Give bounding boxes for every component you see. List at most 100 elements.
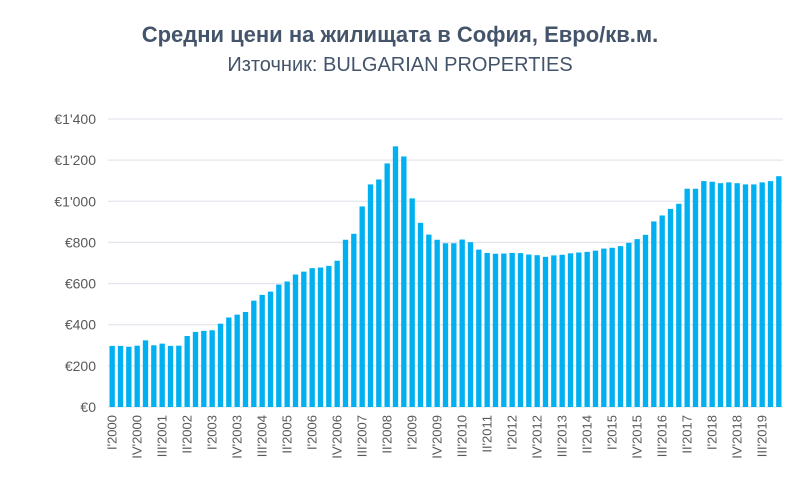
bar-I'2012 (509, 252, 515, 407)
bar-IV'2004 (267, 291, 274, 407)
y-tick-label: €600 (65, 276, 96, 292)
bar-III'2003 (226, 317, 232, 407)
bar-I'2003 (209, 330, 215, 407)
bar-I'2010 (442, 243, 449, 407)
bar-I'2005 (276, 284, 282, 407)
bar-IV'2005 (301, 271, 307, 407)
bar-I'2015 (609, 247, 615, 407)
bar-II'2008 (384, 163, 390, 407)
x-tick-label: III'2007 (355, 415, 370, 457)
bar-I'2001 (142, 340, 149, 407)
x-tick-label: I'2012 (505, 415, 520, 450)
bar-IV'2017 (701, 181, 707, 407)
bar-III'2014 (592, 250, 599, 407)
x-tick-label: III'2004 (255, 415, 270, 457)
bar-IV'2001 (167, 345, 174, 407)
x-tick-label: II'2002 (180, 415, 195, 454)
y-tick-label: €800 (65, 234, 96, 250)
bar-IV'2013 (567, 253, 574, 407)
bar-IV'2019 (767, 181, 774, 407)
bar-III'2010 (459, 239, 465, 407)
bar-IV'2007 (367, 184, 374, 407)
x-axis: I'2000 IV'2000 III'2001 II'2002 I'2003 IV'200… (105, 415, 770, 459)
bar-II'2013 (551, 255, 557, 407)
bar-IV'2011 (501, 253, 507, 407)
bar-IV'2010 (467, 242, 474, 407)
chart-subtitle: Източник: BULGARIAN PROPERTIES (227, 54, 573, 76)
bar-I'2006 (309, 268, 315, 407)
x-tick-label: II'2008 (380, 415, 395, 454)
bar-IV'2000 (134, 345, 140, 407)
bar-II'2016 (651, 221, 657, 407)
x-tick-label: III'2013 (555, 415, 570, 457)
bar-II'2017 (684, 188, 690, 407)
bar-III'2007 (359, 206, 365, 407)
bar-II'2011 (484, 252, 490, 407)
bar-III'2015 (626, 242, 632, 407)
bar-I'2014 (576, 252, 582, 407)
bar-III'2009 (426, 234, 432, 407)
bar-II'2019 (751, 184, 757, 407)
bar-III'2017 (692, 188, 699, 407)
x-tick-label: II'2017 (680, 415, 695, 454)
bar-I'2007 (342, 239, 349, 407)
bar-I'2018 (709, 181, 715, 407)
bar-I'2013 (542, 256, 549, 407)
bar-II'2010 (451, 243, 457, 407)
bar-III'2004 (259, 294, 265, 407)
bar-IV'2014 (601, 248, 607, 407)
x-tick-label: IV'2015 (630, 415, 645, 459)
bar-III'2008 (392, 146, 399, 408)
x-tick-label: IV'2000 (130, 415, 145, 459)
y-tick-label: €200 (65, 358, 96, 374)
y-tick-label: €1'400 (54, 111, 96, 127)
bar-III'2012 (526, 254, 532, 407)
y-axis: €0 €200 €400 €600 €800 €1'000 €1'200 €1'400 (54, 111, 96, 415)
bar-III'2019 (759, 182, 765, 407)
x-tick-label: IV'2012 (530, 415, 545, 459)
bar-II'2005 (284, 281, 290, 407)
x-tick-label: III'2019 (755, 415, 770, 457)
bar-III'2005 (292, 274, 299, 407)
bar-III'2001 (159, 343, 165, 407)
x-tick-label: III'2016 (655, 415, 670, 457)
bar-III'2013 (559, 254, 565, 407)
x-tick-label: I'2003 (205, 415, 220, 450)
bar-IV'2006 (334, 260, 340, 407)
bar-I'2002 (176, 345, 182, 407)
bar-II'2015 (617, 246, 624, 407)
bar-II'2003 (217, 323, 224, 407)
bar-II'2004 (251, 300, 257, 407)
bar-III'2011 (492, 253, 499, 407)
bar-I'2011 (476, 249, 482, 407)
x-tick-label: I'2009 (405, 415, 420, 450)
y-tick-label: €0 (80, 399, 96, 415)
bars (109, 146, 782, 408)
bar-IV'2008 (401, 156, 407, 407)
y-tick-label: €1'200 (54, 152, 96, 168)
bar-IV'2002 (201, 330, 207, 407)
bar-III'2000 (126, 346, 132, 407)
chart-title: Средни цени на жилищата в София, Евро/кв… (141, 22, 659, 47)
y-tick-label: €1'000 (54, 193, 96, 209)
bar-I'2016 (642, 234, 649, 407)
bar-I'2008 (376, 179, 382, 407)
x-tick-label: II'2014 (580, 415, 595, 454)
x-tick-label: I'2018 (705, 415, 720, 450)
x-tick-label: IV'2018 (730, 415, 745, 459)
bar-IV'2015 (634, 239, 640, 407)
bar-II'2001 (151, 345, 157, 407)
bar-III'2018 (726, 182, 732, 407)
bar-II'2009 (417, 222, 424, 407)
bar-IV'2003 (234, 314, 240, 407)
bar-IV'2012 (534, 255, 540, 407)
bar-I'2020 (776, 176, 782, 407)
bar-II'2012 (517, 253, 524, 407)
bar-II'2006 (317, 267, 324, 407)
x-tick-label: II'2005 (280, 415, 295, 454)
bar-II'2007 (351, 233, 357, 407)
bar-III'2002 (192, 331, 199, 407)
y-tick-label: €400 (65, 317, 96, 333)
bar-II'2000 (117, 345, 124, 407)
bar-IV'2018 (734, 183, 740, 407)
